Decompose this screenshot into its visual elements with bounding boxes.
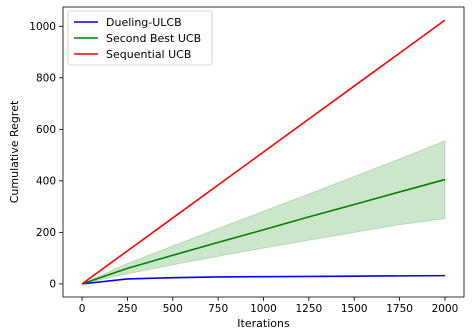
x-tick-label: 500: [163, 303, 183, 315]
y-tick-label: 400: [36, 176, 56, 188]
series-line-1: [81, 178, 446, 285]
confidence-bands: [81, 140, 446, 285]
y-axis-ticks: 0 200 400 600 800 1000: [29, 21, 63, 291]
legend-items: Dueling-ULCB Second Best UCB Sequential UC…: [74, 16, 201, 61]
x-tick-label: 1000: [250, 303, 277, 315]
series-line-0: [81, 274, 445, 285]
x-tick-label: 250: [117, 303, 137, 315]
series-lines: [81, 19, 446, 285]
legend: Dueling-ULCB Second Best UCB Sequential UC…: [67, 10, 213, 66]
x-axis-ticks: 0 250 500 750 1000 1250 1500 1750 2000: [79, 297, 459, 315]
x-tick-label: 750: [208, 303, 228, 315]
y-tick-label: 200: [36, 227, 56, 239]
x-tick-label: 1250: [295, 303, 322, 315]
x-tick-label: 1500: [341, 303, 368, 315]
x-tick-label: 0: [79, 303, 86, 315]
x-tick-label: 2000: [432, 303, 459, 315]
legend-label: Second Best UCB: [106, 32, 201, 45]
legend-box: [67, 10, 213, 66]
legend-label: Sequential UCB: [106, 48, 191, 61]
confidence-band-1: [81, 140, 446, 285]
y-tick-label: 800: [36, 73, 56, 85]
y-axis-label: Cumulative Regret: [8, 100, 21, 203]
x-tick-label: 1750: [386, 303, 413, 315]
y-tick-label: 600: [36, 124, 56, 136]
y-tick-label: 0: [49, 279, 56, 291]
series-line-2: [81, 19, 446, 285]
x-axis-label: Iterations: [237, 317, 290, 330]
legend-label: Dueling-ULCB: [106, 16, 182, 29]
y-tick-label: 1000: [29, 21, 56, 33]
